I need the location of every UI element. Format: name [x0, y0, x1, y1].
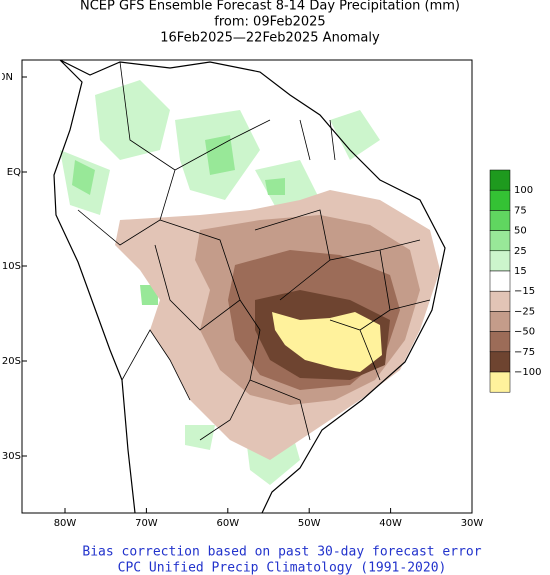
title-line: NCEP GFS Ensemble Forecast 8-14 Day Prec… — [80, 0, 460, 14]
legend-label: −15 — [514, 286, 535, 297]
title-line: 16Feb2025—22Feb2025 Anomaly — [160, 31, 380, 46]
lat-label: 20S — [2, 356, 21, 367]
legend-label: 25 — [514, 246, 527, 257]
legend-swatch — [489, 290, 511, 312]
legend-label: −50 — [514, 327, 535, 338]
footer-line: CPC Unified Precip Climatology (1991-202… — [118, 561, 447, 575]
legend-label: 15 — [514, 266, 527, 277]
legend-label: 50 — [514, 226, 527, 237]
legend-swatch — [489, 311, 511, 332]
lat-label: EQ — [7, 167, 21, 178]
lat-label: 10S — [2, 261, 21, 272]
legend-swatch — [489, 351, 511, 373]
legend-label: 100 — [514, 185, 533, 196]
legend-swatch — [489, 230, 511, 252]
yellow-anomaly — [272, 312, 382, 372]
lon-label: 50W — [298, 518, 321, 529]
legend-swatch — [489, 331, 511, 353]
coastline — [53, 60, 446, 513]
legend-swatch — [489, 169, 511, 191]
title-line: from: 09Feb2025 — [214, 15, 325, 30]
borders — [77, 61, 431, 441]
lat-label: 10N — [0, 72, 13, 83]
legend-swatch — [489, 371, 511, 393]
legend-swatch — [489, 270, 511, 292]
legend-label: −25 — [514, 306, 535, 317]
legend-swatch — [489, 210, 511, 231]
legend-swatch — [489, 250, 511, 272]
legend-swatch — [489, 189, 511, 211]
footer-line: Bias correction based on past 30-day for… — [82, 545, 481, 560]
legend-label: −75 — [514, 347, 535, 358]
lat-label: 30S — [2, 451, 21, 462]
lon-label: 70W — [135, 518, 158, 529]
legend-label: −100 — [514, 367, 541, 378]
lon-label: 40W — [379, 518, 402, 529]
lon-label: 60W — [216, 518, 239, 529]
lon-label: 30W — [461, 518, 484, 529]
map-frame — [21, 59, 473, 514]
lon-label: 80W — [54, 518, 77, 529]
legend-label: 75 — [514, 205, 527, 216]
map-area — [22, 60, 472, 513]
green-anomaly — [60, 80, 380, 485]
